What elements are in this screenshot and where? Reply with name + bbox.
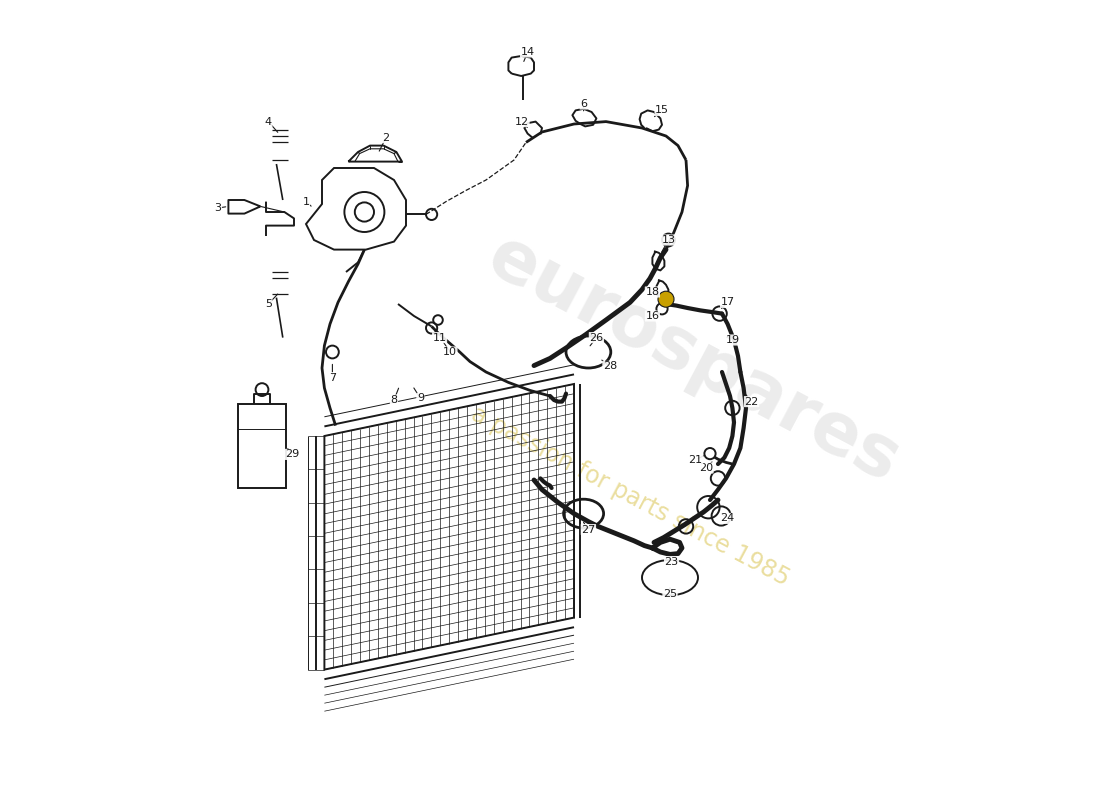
Text: 29: 29	[285, 450, 299, 459]
Text: 20: 20	[698, 463, 713, 473]
Text: 23: 23	[664, 557, 679, 566]
Circle shape	[704, 448, 716, 459]
Text: 12: 12	[515, 117, 529, 126]
Text: 16: 16	[646, 311, 659, 321]
Text: 11: 11	[432, 333, 447, 342]
Circle shape	[658, 291, 674, 307]
Text: 6: 6	[580, 99, 587, 109]
Text: a passion for parts since 1985: a passion for parts since 1985	[466, 402, 793, 590]
Text: 15: 15	[654, 106, 669, 115]
Text: 18: 18	[646, 287, 660, 297]
Text: 10: 10	[443, 347, 456, 357]
Text: 5: 5	[265, 299, 272, 309]
Text: 7: 7	[329, 373, 336, 382]
Text: 27: 27	[581, 525, 595, 534]
Text: 3: 3	[214, 203, 221, 213]
Text: 19: 19	[725, 335, 739, 345]
Text: 24: 24	[720, 514, 735, 523]
Text: 26: 26	[590, 333, 604, 342]
Text: 22: 22	[745, 397, 759, 406]
Text: 9: 9	[417, 394, 424, 403]
Text: 25: 25	[663, 589, 678, 598]
Text: 1: 1	[302, 197, 309, 206]
Text: 14: 14	[520, 47, 535, 57]
Text: eurospares: eurospares	[476, 222, 912, 498]
Text: 8: 8	[390, 395, 397, 405]
Text: 17: 17	[720, 298, 735, 307]
Text: 13: 13	[661, 235, 675, 245]
Text: 2: 2	[383, 133, 389, 142]
Text: 28: 28	[603, 362, 617, 371]
Text: 4: 4	[265, 117, 272, 126]
Text: 21: 21	[689, 455, 703, 465]
